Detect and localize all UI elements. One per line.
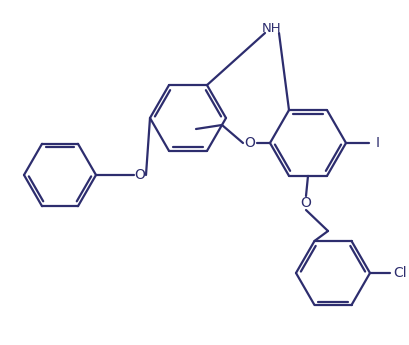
- Text: O: O: [301, 196, 311, 210]
- Text: NH: NH: [262, 21, 282, 34]
- Text: Cl: Cl: [393, 266, 407, 280]
- Text: O: O: [245, 136, 256, 150]
- Text: O: O: [135, 168, 146, 182]
- Text: I: I: [376, 136, 380, 150]
